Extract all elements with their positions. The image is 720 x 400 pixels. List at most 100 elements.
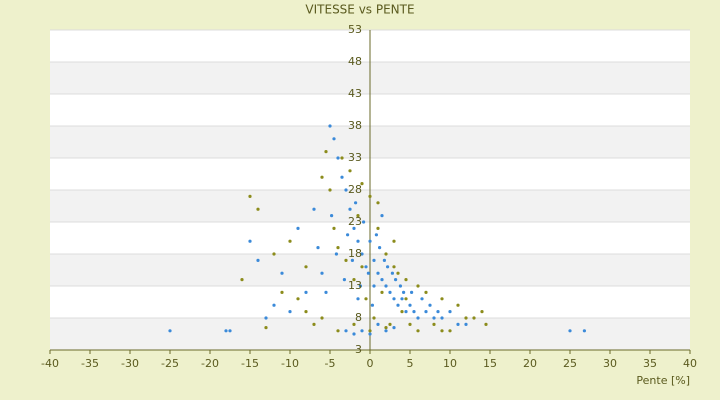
point xyxy=(384,284,388,288)
point xyxy=(374,233,378,237)
point xyxy=(356,239,360,243)
point xyxy=(416,284,420,288)
point xyxy=(386,265,390,269)
point xyxy=(358,284,362,288)
point xyxy=(354,201,358,205)
point xyxy=(296,226,300,230)
x-tick-label: 15 xyxy=(483,357,497,370)
point xyxy=(272,252,276,256)
point xyxy=(396,303,400,307)
point xyxy=(248,239,252,243)
point xyxy=(456,303,460,307)
point xyxy=(384,252,388,256)
y-tick-label: 28 xyxy=(348,183,362,196)
point xyxy=(352,322,356,326)
point xyxy=(324,290,328,294)
point xyxy=(352,226,356,230)
point xyxy=(376,271,380,275)
point xyxy=(264,316,268,320)
y-tick-label: 3 xyxy=(355,343,362,356)
point xyxy=(456,322,460,326)
point xyxy=(402,290,406,294)
point xyxy=(364,297,368,301)
point xyxy=(348,169,352,173)
point xyxy=(408,303,412,307)
point xyxy=(382,258,386,262)
point xyxy=(350,258,354,262)
point xyxy=(390,271,394,275)
point xyxy=(404,310,408,314)
point xyxy=(352,332,356,336)
point xyxy=(472,316,476,320)
point xyxy=(360,252,364,256)
point xyxy=(368,329,372,333)
y-tick-label: 13 xyxy=(348,279,362,292)
point xyxy=(368,239,372,243)
y-tick-label: 33 xyxy=(348,151,362,164)
point xyxy=(304,310,308,314)
point xyxy=(400,297,404,301)
point xyxy=(410,290,414,294)
point xyxy=(368,194,372,198)
point xyxy=(240,278,244,282)
point xyxy=(398,284,402,288)
point xyxy=(416,316,420,320)
x-tick-label: 40 xyxy=(683,357,697,370)
point xyxy=(388,322,392,326)
point xyxy=(342,278,346,282)
point xyxy=(582,329,587,333)
point xyxy=(344,188,348,192)
point xyxy=(404,278,408,282)
point xyxy=(366,271,370,275)
grid xyxy=(49,29,691,354)
point xyxy=(408,322,412,326)
point xyxy=(362,220,366,224)
point xyxy=(320,175,324,179)
point xyxy=(440,297,444,301)
chart-title: VITESSE vs PENTE xyxy=(305,3,414,17)
y-tick-label: 43 xyxy=(348,87,362,100)
y-tick-label: 18 xyxy=(348,247,362,260)
x-tick-label: -30 xyxy=(121,357,139,370)
point xyxy=(380,214,384,218)
point xyxy=(324,150,328,154)
y-tick-label: 8 xyxy=(355,311,362,324)
point xyxy=(304,290,308,294)
point xyxy=(464,316,468,320)
point xyxy=(376,226,380,230)
point xyxy=(340,156,344,160)
point xyxy=(334,252,338,256)
point xyxy=(370,303,374,307)
marks xyxy=(168,124,587,336)
point xyxy=(448,310,452,314)
x-tick-label: -5 xyxy=(325,357,336,370)
point xyxy=(394,278,398,282)
point xyxy=(396,271,400,275)
point xyxy=(480,310,484,314)
x-tick-label: 30 xyxy=(603,357,617,370)
point xyxy=(364,265,368,269)
x-tick-label: -35 xyxy=(81,357,99,370)
point xyxy=(376,201,380,205)
x-tick-label: 20 xyxy=(523,357,537,370)
x-tick-label: -25 xyxy=(161,357,179,370)
point xyxy=(336,156,340,160)
point xyxy=(280,290,284,294)
point xyxy=(344,329,348,333)
point xyxy=(340,175,344,179)
point xyxy=(372,284,376,288)
x-tick-label: -15 xyxy=(241,357,259,370)
point xyxy=(228,329,232,333)
point xyxy=(168,329,172,333)
point xyxy=(356,297,360,301)
point xyxy=(384,329,388,333)
point xyxy=(328,188,332,192)
x-tick-label: -20 xyxy=(201,357,219,370)
point xyxy=(264,326,268,330)
point xyxy=(256,258,260,262)
y-tick-label: 53 xyxy=(348,23,362,36)
point xyxy=(312,207,316,211)
x-axis-label: Pente [%] xyxy=(636,374,690,387)
point xyxy=(392,239,396,243)
